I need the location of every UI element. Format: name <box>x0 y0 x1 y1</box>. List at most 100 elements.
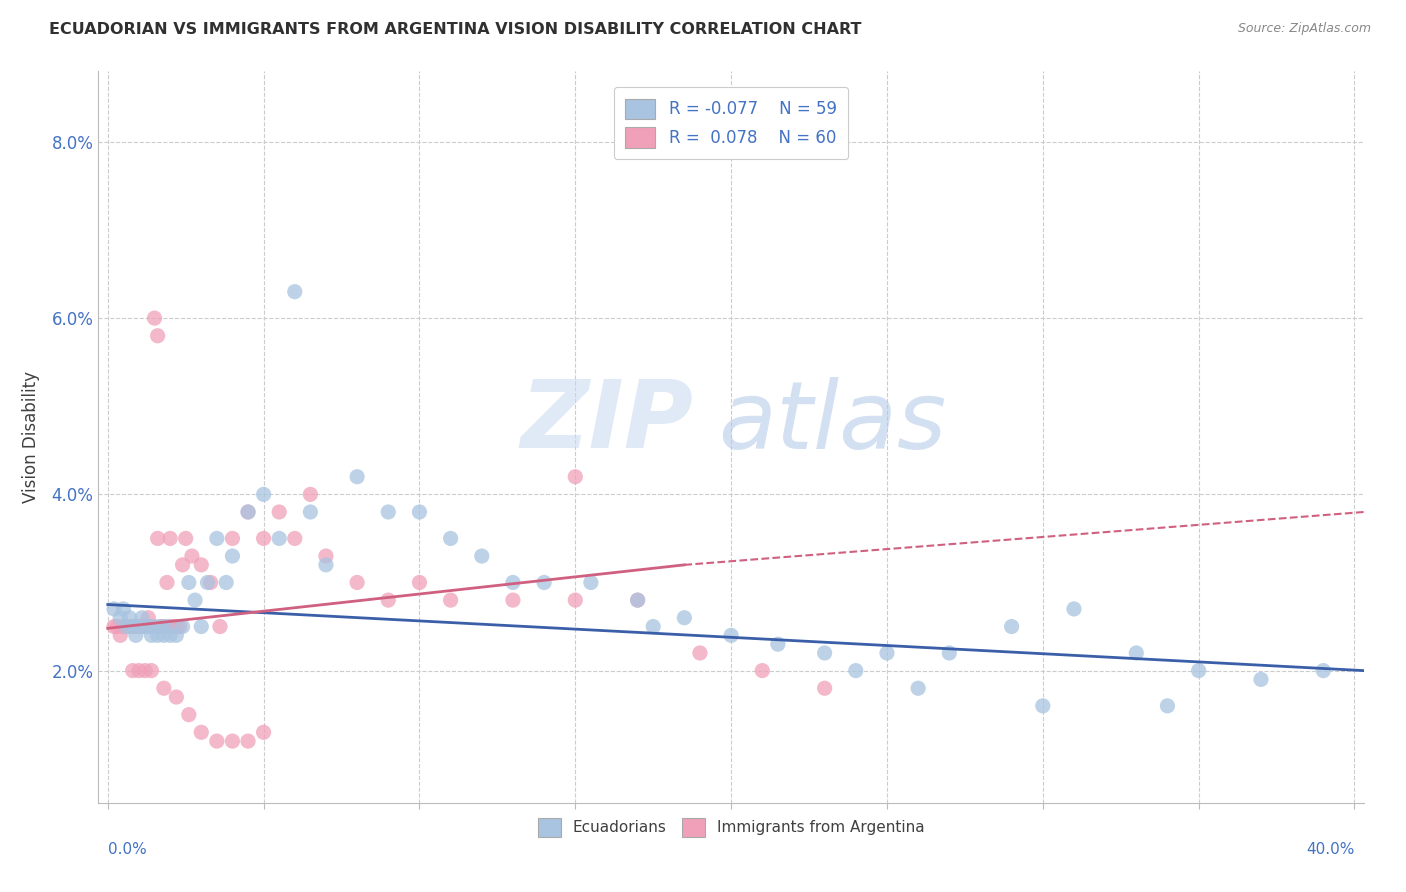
Point <box>408 505 430 519</box>
Point <box>136 611 159 625</box>
Point <box>315 549 337 563</box>
Point <box>136 619 159 633</box>
Point <box>439 593 461 607</box>
Point <box>408 575 430 590</box>
Point <box>502 593 524 607</box>
Point <box>377 593 399 607</box>
Point <box>1125 646 1147 660</box>
Point <box>121 664 143 678</box>
Point <box>197 575 219 590</box>
Point <box>579 575 602 590</box>
Point <box>172 558 194 572</box>
Point <box>502 575 524 590</box>
Point <box>103 619 125 633</box>
Y-axis label: Vision Disability: Vision Disability <box>22 371 41 503</box>
Point <box>205 532 228 546</box>
Text: Source: ZipAtlas.com: Source: ZipAtlas.com <box>1237 22 1371 36</box>
Point <box>876 646 898 660</box>
Point <box>143 311 166 326</box>
Point <box>125 619 148 633</box>
Point <box>673 611 696 625</box>
Text: 0.0%: 0.0% <box>108 842 146 856</box>
Text: ECUADORIAN VS IMMIGRANTS FROM ARGENTINA VISION DISABILITY CORRELATION CHART: ECUADORIAN VS IMMIGRANTS FROM ARGENTINA … <box>49 22 862 37</box>
Point <box>128 619 150 633</box>
Point <box>134 664 156 678</box>
Point <box>146 532 169 546</box>
Point <box>221 532 243 546</box>
Point <box>184 593 207 607</box>
Point <box>1188 664 1211 678</box>
Point <box>284 285 307 299</box>
Point <box>190 725 212 739</box>
Point <box>105 619 128 633</box>
Point <box>172 619 194 633</box>
Point <box>814 646 837 660</box>
Point <box>149 619 172 633</box>
Point <box>221 734 243 748</box>
Point <box>236 505 259 519</box>
Legend: Ecuadorians, Immigrants from Argentina: Ecuadorians, Immigrants from Argentina <box>531 812 931 843</box>
Point <box>143 619 166 633</box>
Point <box>252 725 274 739</box>
Point <box>1250 673 1272 687</box>
Point <box>159 532 181 546</box>
Point <box>156 575 179 590</box>
Point <box>299 505 322 519</box>
Point <box>134 619 156 633</box>
Point <box>346 575 368 590</box>
Point <box>177 575 200 590</box>
Point <box>269 532 291 546</box>
Point <box>236 734 259 748</box>
Point <box>159 619 181 633</box>
Point <box>814 681 837 696</box>
Point <box>1156 698 1178 713</box>
Point <box>115 619 138 633</box>
Point <box>1032 698 1054 713</box>
Point <box>190 558 212 572</box>
Point <box>236 505 259 519</box>
Point <box>141 619 163 633</box>
Point <box>766 637 789 651</box>
Point <box>200 575 222 590</box>
Point <box>1063 602 1085 616</box>
Point <box>149 619 172 633</box>
Point <box>205 734 228 748</box>
Point <box>146 628 169 642</box>
Point <box>315 558 337 572</box>
Point <box>112 619 135 633</box>
Point <box>284 532 307 546</box>
Point <box>165 690 187 704</box>
Point <box>110 611 132 625</box>
Point <box>153 681 176 696</box>
Point <box>131 611 153 625</box>
Point <box>252 487 274 501</box>
Point <box>845 664 868 678</box>
Point <box>174 532 197 546</box>
Point <box>190 619 212 633</box>
Point <box>159 628 181 642</box>
Point <box>121 619 143 633</box>
Point <box>103 602 125 616</box>
Point <box>131 619 153 633</box>
Point <box>146 328 169 343</box>
Point <box>269 505 291 519</box>
Point <box>169 619 191 633</box>
Point <box>181 549 204 563</box>
Text: ZIP: ZIP <box>520 376 693 468</box>
Point <box>165 619 187 633</box>
Point <box>134 619 156 633</box>
Point <box>141 664 163 678</box>
Point <box>208 619 231 633</box>
Point <box>177 707 200 722</box>
Point <box>626 593 648 607</box>
Point <box>689 646 711 660</box>
Point <box>626 593 648 607</box>
Point <box>564 469 586 483</box>
Point <box>1312 664 1334 678</box>
Point <box>1001 619 1024 633</box>
Point <box>299 487 322 501</box>
Point <box>215 575 238 590</box>
Point <box>938 646 960 660</box>
Point <box>162 619 184 633</box>
Point <box>128 619 150 633</box>
